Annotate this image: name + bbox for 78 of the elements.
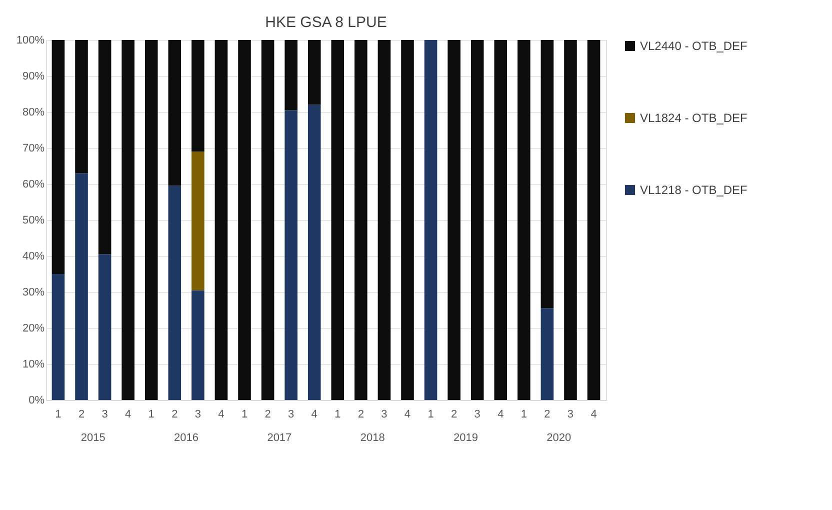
x-tick-label: 1 <box>241 408 248 420</box>
bar <box>261 40 274 400</box>
x-tick-label: 4 <box>218 408 224 420</box>
x-tick-label: 4 <box>590 408 597 420</box>
y-tick-label: 90% <box>22 70 45 82</box>
bar <box>52 274 65 400</box>
bar <box>122 40 134 400</box>
bar <box>424 40 438 400</box>
x-tick-label: 4 <box>498 408 504 420</box>
text: 2015 <box>80 432 106 444</box>
x-tick-label: 3 <box>288 408 294 420</box>
y-tick-label: 80% <box>22 106 45 118</box>
bar <box>587 40 600 400</box>
bar <box>238 40 251 400</box>
bar <box>354 40 368 400</box>
x-tick-label: 1 <box>55 408 62 420</box>
bar <box>308 104 321 400</box>
x-tick-label: 1 <box>428 408 434 420</box>
bar <box>564 40 577 400</box>
bar <box>52 40 65 274</box>
text: 2019 <box>453 432 478 444</box>
legend-label: VL1218 - OTB_DEF <box>640 183 748 197</box>
bar <box>192 40 204 152</box>
y-tick-label: 50% <box>22 214 45 226</box>
x-tick-label: 2 <box>544 408 550 420</box>
y-tick-label: 20% <box>22 322 45 334</box>
bar <box>518 40 530 400</box>
x-tick-label: 1 <box>520 408 527 420</box>
x-tick-label: 3 <box>194 408 201 420</box>
bar <box>192 152 204 290</box>
y-tick-label: 100% <box>16 34 45 46</box>
y-tick-label: 40% <box>22 250 45 262</box>
bar <box>540 308 554 400</box>
bar <box>98 254 112 400</box>
x-tick-label: 1 <box>334 408 341 420</box>
bar <box>470 40 484 400</box>
text: 2018 <box>360 432 385 444</box>
x-tick-label: 2 <box>78 408 85 420</box>
bar <box>378 40 391 400</box>
text: 2020 <box>546 432 572 444</box>
x-tick-label: 4 <box>404 408 411 420</box>
chart-title: HKE GSA 8 LPUE <box>265 14 387 31</box>
x-tick-label: 3 <box>102 408 108 420</box>
bar <box>540 40 554 308</box>
bar <box>284 110 298 400</box>
y-tick-label: 0% <box>28 394 45 406</box>
bar <box>144 40 158 400</box>
bar <box>494 40 508 400</box>
legend-label: VL1824 - OTB_DEF <box>640 111 748 125</box>
bar <box>168 186 182 400</box>
bar <box>192 290 204 400</box>
y-tick-label: 60% <box>22 178 45 190</box>
x-tick-label: 2 <box>264 408 271 420</box>
bar <box>401 40 414 400</box>
bar <box>448 40 460 400</box>
y-tick-label: 70% <box>22 142 45 154</box>
bar <box>331 40 344 400</box>
bar <box>98 40 112 254</box>
bar <box>284 40 298 110</box>
legend-label: VL2440 - OTB_DEF <box>640 39 748 53</box>
x-tick-label: 3 <box>474 408 480 420</box>
bar <box>308 40 321 105</box>
bar <box>75 173 88 400</box>
x-tick-label: 2 <box>358 408 364 420</box>
x-tick-label: 2 <box>451 408 458 420</box>
bar <box>168 40 182 186</box>
text: 2017 <box>267 432 292 444</box>
y-tick-label: 30% <box>22 286 45 298</box>
bar <box>214 40 228 400</box>
y-tick-label: 10% <box>22 358 45 370</box>
x-tick-label: 4 <box>125 408 132 420</box>
x-tick-label: 2 <box>172 408 178 420</box>
x-tick-label: 4 <box>311 408 318 420</box>
x-tick-label: 3 <box>381 408 388 420</box>
bar <box>75 40 88 174</box>
x-tick-label: 3 <box>567 408 574 420</box>
text: 2016 <box>174 432 199 444</box>
x-tick-label: 1 <box>148 408 154 420</box>
